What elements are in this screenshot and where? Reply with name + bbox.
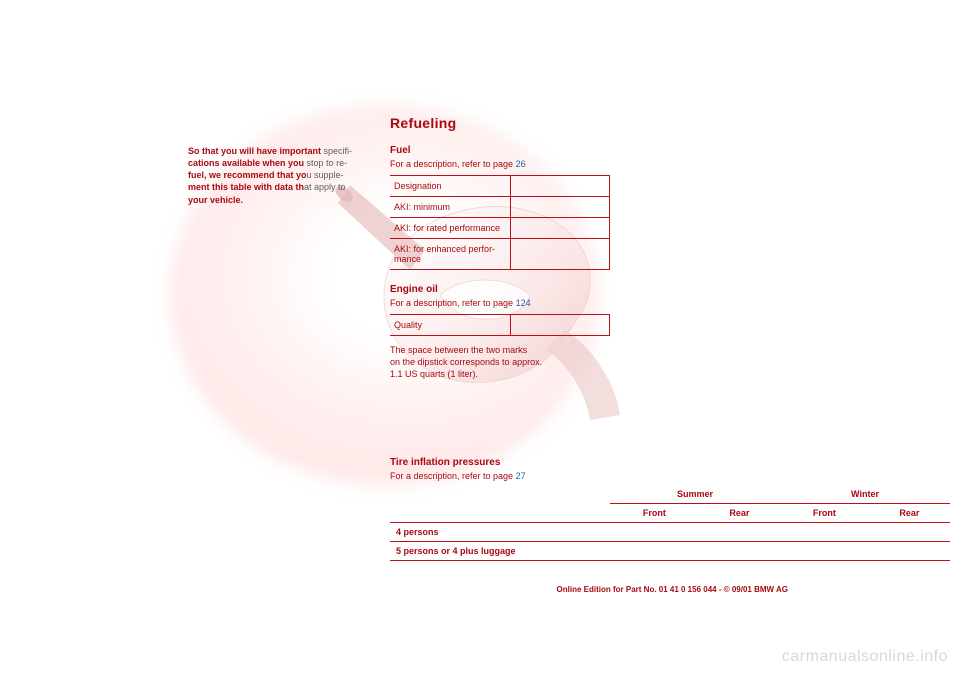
col-rear: Rear <box>869 504 950 523</box>
fuel-desc-text: For a description, refer to page <box>390 159 516 169</box>
page-title: Refueling <box>390 115 610 131</box>
note-text: fuel, we recommend that yo <box>188 170 307 180</box>
oil-section-title: Engine oil <box>390 284 610 295</box>
tire-cell <box>699 542 780 561</box>
note-text: ment this table with data th <box>188 182 304 192</box>
fuel-row-value <box>511 239 610 270</box>
table-row: 4 persons <box>390 523 950 542</box>
tire-page-link[interactable]: 27 <box>516 471 526 481</box>
fuel-row-value <box>511 218 610 239</box>
tire-cell <box>610 523 699 542</box>
table-row: 5 persons or 4 plus luggage <box>390 542 950 561</box>
oil-note-line: on the dipstick corresponds to approx. <box>390 357 542 367</box>
oil-note-line: 1.1 US quarts (1 liter). <box>390 369 478 379</box>
table-row: AKI: for enhanced perfor- mance <box>390 239 610 270</box>
fuel-row-label: AKI: for rated performance <box>390 218 511 239</box>
note-text: u supple- <box>307 170 344 180</box>
table-row: Designation <box>390 176 610 197</box>
oil-section-desc: For a description, refer to page 124 <box>390 298 610 308</box>
side-recommendation-note: So that you will have important specifi-… <box>188 145 368 206</box>
oil-spec-table: Quality <box>390 314 610 336</box>
tire-cell <box>869 523 950 542</box>
note-text: cations available when you <box>188 158 304 168</box>
fuel-row-label: AKI: minimum <box>390 197 511 218</box>
oil-note-line: The space between the two marks <box>390 345 527 355</box>
tire-row-label: 5 persons or 4 plus luggage <box>390 542 610 561</box>
note-text: your vehicle. <box>188 195 243 205</box>
tire-cell <box>780 542 869 561</box>
tire-cell <box>610 542 699 561</box>
watermark: carmanualsonline.info <box>782 648 948 666</box>
fuel-row-label: AKI: for enhanced perfor- mance <box>390 239 511 270</box>
oil-row-label: Quality <box>390 315 511 336</box>
col-front: Front <box>610 504 699 523</box>
tire-row-label: 4 persons <box>390 523 610 542</box>
tire-section-title: Tire inflation pressures <box>390 457 610 468</box>
fuel-page-link[interactable]: 26 <box>516 159 526 169</box>
fuel-row-value <box>511 176 610 197</box>
note-text: specifi- <box>321 146 352 156</box>
oil-page-link[interactable]: 124 <box>516 298 531 308</box>
tire-desc-text: For a description, refer to page <box>390 471 516 481</box>
table-row: AKI: for rated performance <box>390 218 610 239</box>
note-text: So that you will have important <box>188 146 321 156</box>
tire-pressure-table: Summer Winter Front Rear Front Rear 4 pe… <box>390 485 950 561</box>
col-front: Front <box>780 504 869 523</box>
oil-desc-text: For a description, refer to page <box>390 298 516 308</box>
footer-edition-line: Online Edition for Part No. 01 41 0 156 … <box>557 585 788 594</box>
oil-note: The space between the two marks on the d… <box>390 344 600 380</box>
tire-cell <box>699 523 780 542</box>
col-rear: Rear <box>699 504 780 523</box>
season-summer-head: Summer <box>610 485 780 504</box>
fuel-row-label: Designation <box>390 176 511 197</box>
table-row: AKI: minimum <box>390 197 610 218</box>
tire-cell <box>869 542 950 561</box>
fuel-row-value <box>511 197 610 218</box>
tire-section-desc: For a description, refer to page 27 <box>390 471 610 481</box>
fuel-spec-table: Designation AKI: minimum AKI: for rated … <box>390 175 610 270</box>
fuel-section-desc: For a description, refer to page 26 <box>390 159 610 169</box>
note-text: at apply to <box>304 182 346 192</box>
fuel-section-title: Fuel <box>390 145 610 156</box>
oil-row-value <box>511 315 610 336</box>
season-winter-head: Winter <box>780 485 950 504</box>
table-row: Quality <box>390 315 610 336</box>
note-text: stop to re- <box>304 158 347 168</box>
table-row: Summer Winter <box>390 485 950 504</box>
tire-cell <box>780 523 869 542</box>
